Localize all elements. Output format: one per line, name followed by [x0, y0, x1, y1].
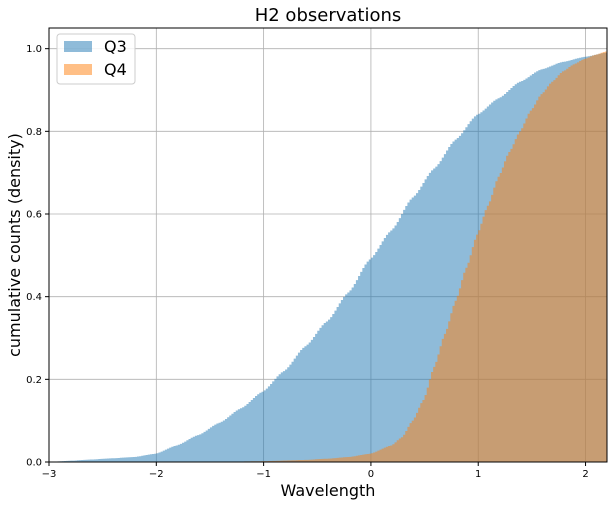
y-tick-label-0: 0.0	[26, 458, 42, 469]
series-layer	[49, 51, 607, 463]
legend: Q3 Q4	[56, 33, 136, 85]
legend-swatch-q4	[64, 64, 92, 75]
y-tick-label-3: 0.6	[26, 210, 42, 221]
plot-frame	[48, 27, 608, 463]
chart-title: H2 observations	[255, 5, 402, 26]
x-axis-ticks: −3 −2 −1 0 1 2	[42, 462, 589, 480]
x-tick-label-5: 2	[582, 469, 588, 480]
y-tick-label-5: 1.0	[26, 44, 42, 55]
y-axis-label: cumulative counts (density)	[5, 133, 24, 357]
legend-swatch-q3	[64, 41, 92, 52]
legend-label-q3: Q3	[104, 37, 127, 56]
y-axis-ticks: 0.0 0.2 0.4 0.6 0.8 1.0	[26, 44, 49, 469]
x-tick-label-1: −2	[149, 469, 164, 480]
x-tick-label-4: 1	[475, 469, 481, 480]
x-tick-label-0: −3	[42, 469, 57, 480]
y-tick-label-1: 0.2	[26, 375, 42, 386]
series-q4-area	[49, 51, 607, 463]
legend-label-q4: Q4	[104, 60, 127, 79]
x-axis-label: Wavelength	[281, 481, 376, 500]
y-tick-label-2: 0.4	[26, 292, 42, 303]
x-tick-label-2: −1	[256, 469, 271, 480]
y-tick-label-4: 0.8	[26, 127, 42, 138]
x-tick-label-3: 0	[368, 469, 374, 480]
